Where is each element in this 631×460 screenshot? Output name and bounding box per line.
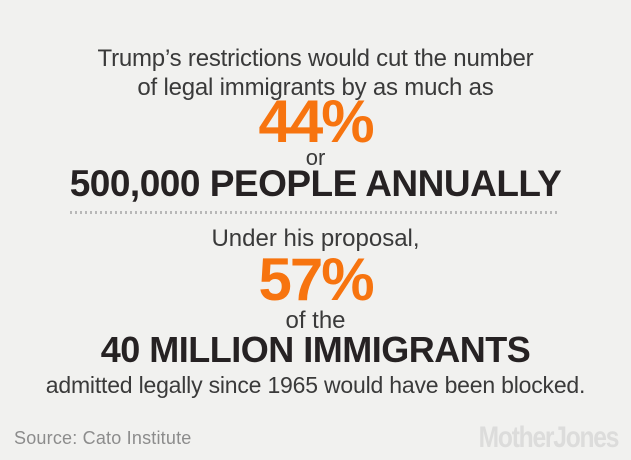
connector-of-the: of the <box>285 307 346 334</box>
stat-57-percent: 57% <box>258 246 374 313</box>
headline-line1: Trump’s restrictions would cut the numbe… <box>97 45 534 72</box>
connector-or: or <box>305 145 326 170</box>
dotted-divider <box>70 211 560 214</box>
headline-line2: of legal immigrants by as much as <box>137 74 494 101</box>
source-credit: Source: Cato Institute <box>14 428 192 448</box>
stat-40-million: 40 MILLION IMMIGRANTS <box>100 329 531 370</box>
stat-44-percent: 44% <box>258 88 374 155</box>
subhead-proposal: Under his proposal, <box>211 225 420 252</box>
caption-blocked: admitted legally since 1965 would have b… <box>45 372 586 398</box>
motherjones-logo: MotherJones <box>478 421 619 454</box>
headline: Trump’s restrictions would cut the numbe… <box>0 44 631 102</box>
stat-500k-annually: 500,000 PEOPLE ANNUALLY <box>69 163 562 204</box>
